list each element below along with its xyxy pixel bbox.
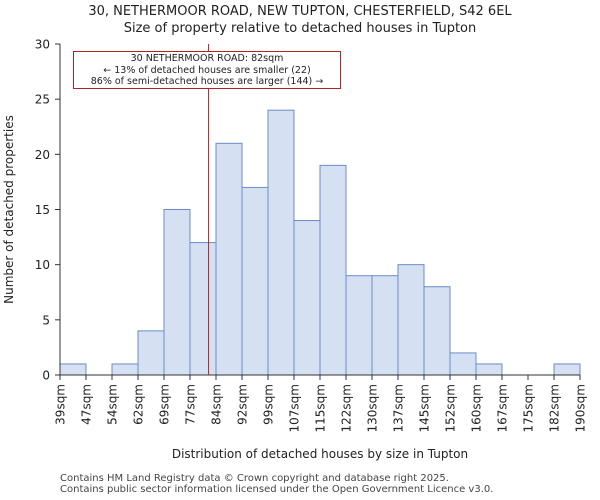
x-tick-label-92sqm: 92sqm — [236, 384, 250, 425]
annotation-line3: 86% of semi-detached houses are larger (… — [90, 76, 324, 87]
x-axis-label: Distribution of detached houses by size … — [172, 447, 468, 461]
x-tick-label-175sqm: 175sqm — [522, 384, 536, 432]
x-tick-label-54sqm: 54sqm — [106, 384, 120, 425]
y-tick-label-0: 0 — [42, 369, 50, 383]
chart-title-line1: 30, NETHERMOOR ROAD, NEW TUPTON, CHESTER… — [88, 4, 512, 19]
x-tick-label-130sqm: 130sqm — [366, 384, 380, 432]
bar-145sqm — [423, 286, 451, 376]
x-tick-label-47sqm: 47sqm — [80, 384, 94, 425]
bar-107sqm — [293, 220, 321, 376]
bars-group — [59, 109, 581, 376]
annotation-box: 30 NETHERMOOR ROAD: 82sqm ← 13% of detac… — [73, 51, 341, 89]
y-tick-label-20: 20 — [35, 148, 50, 162]
footer-line2: Contains public sector information licen… — [60, 484, 494, 495]
bar-122sqm — [345, 275, 373, 376]
bar-115sqm — [319, 164, 347, 376]
bar-54sqm — [111, 363, 139, 376]
bar-84sqm — [215, 142, 243, 376]
y-tick-label-30: 30 — [35, 38, 50, 52]
annotation-line2: ← 13% of detached houses are smaller (22… — [103, 64, 311, 76]
x-tick-label-107sqm: 107sqm — [288, 384, 302, 432]
y-axis-label: Number of detached properties — [2, 115, 16, 304]
y-tick-label-10: 10 — [35, 258, 50, 272]
x-tick-label-137sqm: 137sqm — [392, 384, 406, 432]
y-tick-label-15: 15 — [35, 203, 50, 217]
bar-92sqm — [241, 186, 269, 376]
x-tick-label-115sqm: 115sqm — [314, 384, 328, 432]
chart-title-line2: Size of property relative to detached ho… — [123, 21, 477, 36]
bar-39sqm — [59, 363, 87, 376]
x-tick-label-84sqm: 84sqm — [210, 384, 224, 425]
x-tick-label-182sqm: 182sqm — [548, 384, 562, 432]
x-tick-label-39sqm: 39sqm — [54, 384, 68, 425]
bar-182sqm — [553, 363, 581, 376]
bar-160sqm — [475, 363, 503, 376]
x-tick-label-62sqm: 62sqm — [132, 384, 146, 425]
bar-69sqm — [163, 209, 191, 376]
bar-152sqm — [449, 352, 477, 376]
bar-77sqm — [189, 242, 217, 376]
bar-62sqm — [137, 330, 165, 376]
y-tick-label-25: 25 — [35, 93, 50, 107]
bar-137sqm — [397, 264, 425, 376]
y-tick-label-5: 5 — [42, 313, 50, 327]
y-ticks-group: 0 5 10 15 20 25 30 — [35, 38, 60, 383]
x-tick-label-69sqm: 69sqm — [158, 384, 172, 425]
x-tick-label-145sqm: 145sqm — [418, 384, 432, 432]
x-tick-label-99sqm: 99sqm — [262, 384, 276, 425]
x-tick-label-190sqm: 190sqm — [574, 384, 588, 432]
x-tick-label-167sqm: 167sqm — [496, 384, 510, 432]
x-tick-label-160sqm: 160sqm — [470, 384, 484, 432]
footer-line1: Contains HM Land Registry data © Crown c… — [60, 473, 449, 484]
x-tick-label-122sqm: 122sqm — [340, 384, 354, 432]
x-ticks-group: 39sqm 47sqm 54sqm 62sqm 69sqm 77sqm 84sqm 92sqm… — [54, 375, 588, 432]
bar-99sqm — [267, 109, 295, 376]
annotation-line1: 30 NETHERMOOR ROAD: 82sqm — [130, 53, 284, 64]
x-tick-label-152sqm: 152sqm — [444, 384, 458, 432]
x-tick-label-77sqm: 77sqm — [184, 384, 198, 425]
bar-130sqm — [371, 275, 399, 376]
